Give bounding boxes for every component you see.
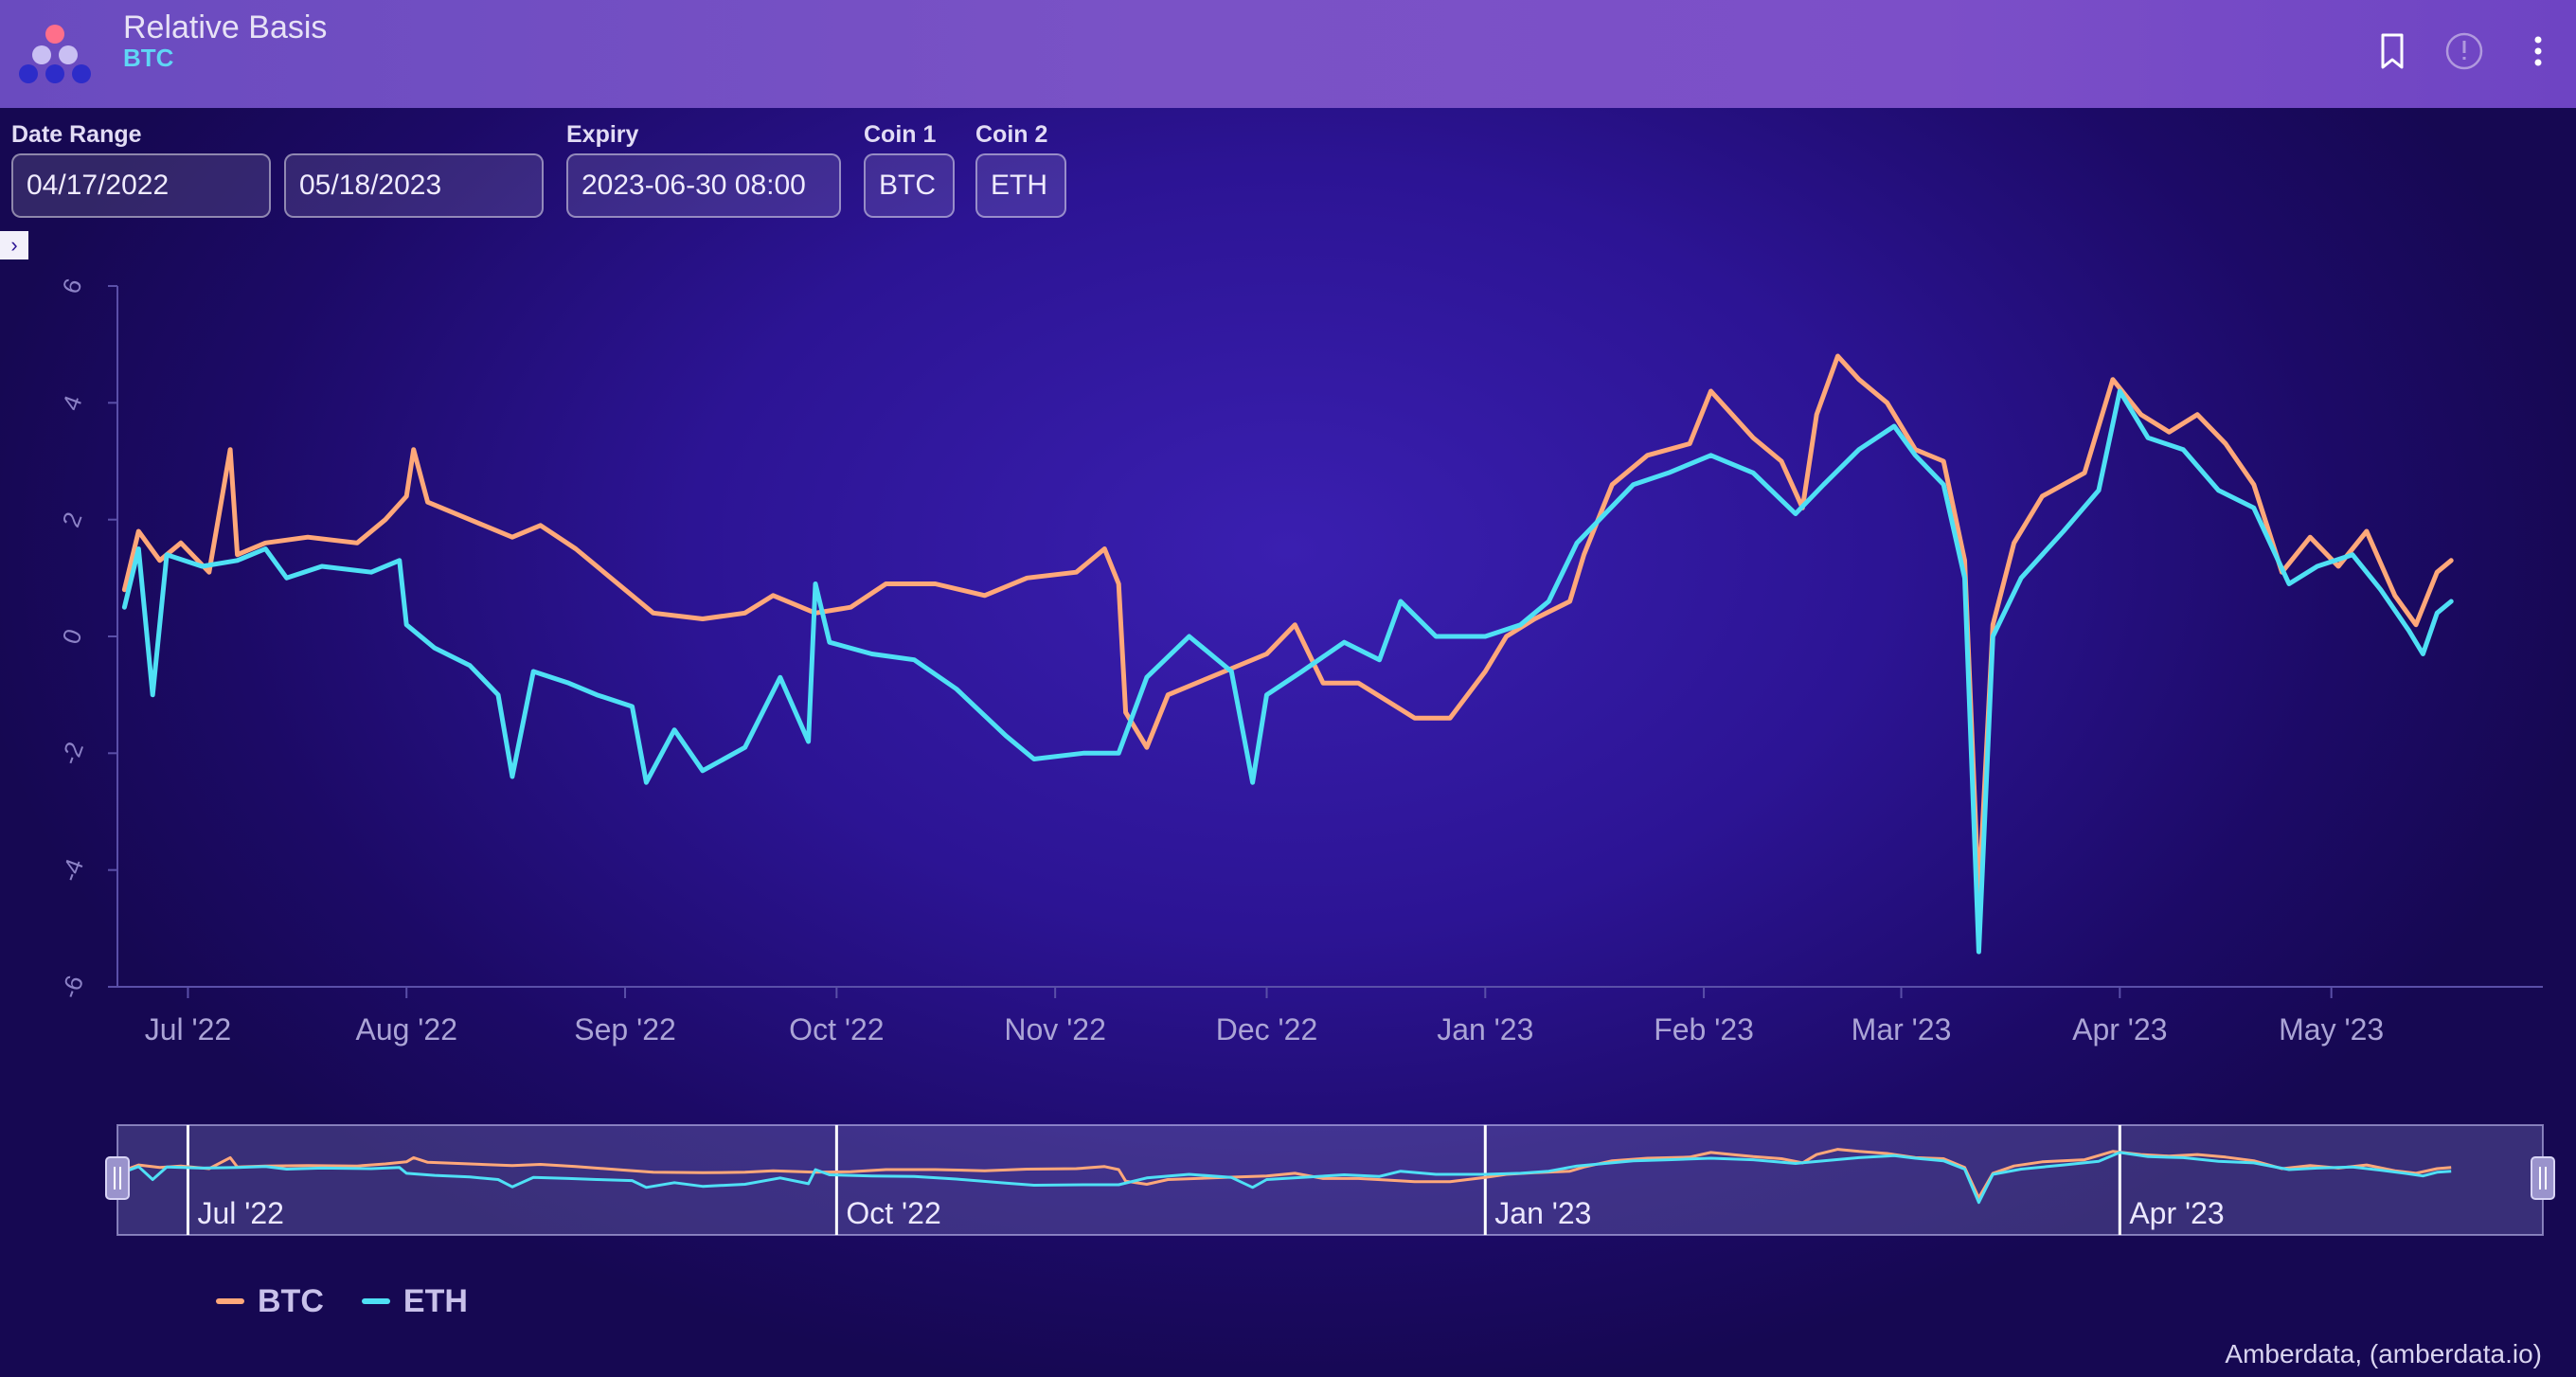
- legend-swatch-eth: [361, 1298, 390, 1304]
- navigator-tick-label: Oct '22: [846, 1196, 940, 1230]
- legend-swatch-btc: [216, 1298, 244, 1304]
- expiry-label: Expiry: [566, 121, 639, 148]
- navigator-tick-label: Jul '22: [197, 1196, 284, 1230]
- expiry-select[interactable]: 2023-06-30 08:00: [566, 153, 841, 218]
- chart-legend: BTC ETH: [216, 1282, 468, 1320]
- y-tick-label: 0: [56, 625, 87, 648]
- coin2-select[interactable]: ETH: [975, 153, 1066, 218]
- navigator-series-btc: [123, 1148, 2452, 1200]
- navigator-window[interactable]: [116, 1124, 2544, 1236]
- series-line-eth: [121, 388, 2454, 955]
- bookmark-icon[interactable]: [2370, 28, 2415, 74]
- logo-icon: [19, 25, 91, 83]
- date-end-input[interactable]: 05/18/2023: [284, 153, 544, 218]
- date-range-label: Date Range: [11, 121, 142, 148]
- x-tick-label: Sep '22: [574, 1012, 676, 1046]
- navigator-handle-right[interactable]: [2531, 1156, 2555, 1200]
- legend-label-eth: ETH: [402, 1282, 468, 1319]
- coin1-label: Coin 1: [864, 121, 937, 148]
- app-header: Relative Basis BTC: [0, 0, 2576, 108]
- x-tick-label: Mar '23: [1852, 1012, 1952, 1046]
- coin2-label: Coin 2: [975, 121, 1048, 148]
- navigator-handle-left[interactable]: [105, 1156, 130, 1200]
- coin1-select[interactable]: BTC: [864, 153, 955, 218]
- navigator-tick-label: Jan '23: [1494, 1196, 1591, 1230]
- y-tick-label: 4: [56, 391, 87, 414]
- series-line-btc: [121, 353, 2454, 902]
- x-tick-label: Nov '22: [1004, 1012, 1106, 1046]
- data-credit: Amberdata, (amberdata.io): [2225, 1339, 2542, 1368]
- navigator-tick-label: Apr '23: [2129, 1196, 2224, 1230]
- more-vertical-icon[interactable]: [2515, 28, 2561, 74]
- navigator-series-eth: [123, 1151, 2452, 1205]
- x-tick-label: Jul '22: [145, 1012, 232, 1046]
- y-tick-label: 6: [56, 275, 87, 297]
- x-tick-label: May '23: [2279, 1012, 2384, 1046]
- y-tick-label: 2: [56, 509, 87, 531]
- legend-item-eth[interactable]: ETH: [361, 1282, 468, 1320]
- y-tick-label: -4: [55, 855, 89, 885]
- y-tick-label: -6: [55, 972, 89, 1002]
- x-tick-label: Dec '22: [1216, 1012, 1318, 1046]
- app-title: Relative Basis: [123, 9, 328, 45]
- panel-toggle-button[interactable]: ›: [0, 231, 28, 259]
- x-tick-label: Jan '23: [1437, 1012, 1533, 1046]
- y-tick-label: -2: [55, 738, 89, 768]
- x-tick-label: Apr '23: [2072, 1012, 2167, 1046]
- legend-label-btc: BTC: [258, 1282, 324, 1319]
- x-tick-label: Feb '23: [1654, 1012, 1754, 1046]
- legend-item-btc[interactable]: BTC: [216, 1282, 324, 1320]
- x-tick-label: Aug '22: [355, 1012, 457, 1046]
- date-start-input[interactable]: 04/17/2022: [11, 153, 271, 218]
- app-subtitle: BTC: [123, 44, 174, 72]
- x-tick-label: Oct '22: [789, 1012, 884, 1046]
- alert-icon[interactable]: [2442, 28, 2487, 74]
